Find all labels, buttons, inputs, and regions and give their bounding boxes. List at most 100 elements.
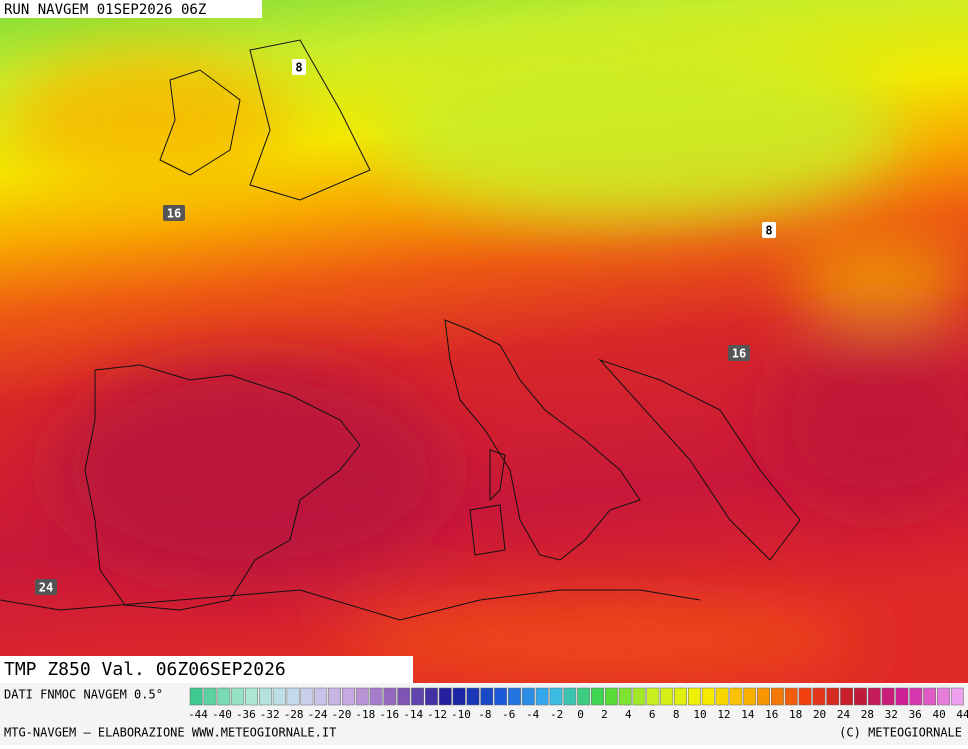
- source-label: DATI FNMOC NAVGEM 0.5°: [4, 688, 163, 702]
- colorbar-label: 4: [625, 708, 632, 721]
- contour-labels: 8 16 8 16 24: [35, 59, 776, 595]
- colorbar-label: -18: [355, 708, 375, 721]
- colorbar-swatch: [300, 687, 314, 706]
- contour-label: 16: [167, 207, 181, 221]
- colorbar-swatch: [466, 687, 480, 706]
- colorbar-swatch: [217, 687, 231, 706]
- colorbar-label: 2: [601, 708, 608, 721]
- colorbar-swatch: [341, 687, 355, 706]
- colorbar-swatch: [757, 687, 770, 706]
- colorbar-label: 36: [909, 708, 922, 721]
- contour-label-box: [292, 59, 306, 75]
- colorbar-swatch: [438, 687, 452, 706]
- colorbar-swatch: [923, 687, 937, 706]
- colorbar-swatch: [452, 687, 466, 706]
- colorbar-swatch: [784, 687, 798, 706]
- colorbar-swatch: [660, 687, 674, 706]
- colorbar-swatch: [950, 687, 964, 706]
- colorbar-swatch: [480, 687, 494, 706]
- colorbar-label: 6: [649, 708, 656, 721]
- colorbar-label: -32: [260, 708, 280, 721]
- colorbar-label: -20: [332, 708, 352, 721]
- footer-left: MTG-NAVGEM — ELABORAZIONE WWW.METEOGIORN…: [4, 726, 336, 740]
- colorbar-label: 18: [789, 708, 802, 721]
- colorbar-swatch: [937, 687, 950, 706]
- colorbar-swatch: [798, 687, 812, 706]
- colorbar-label: -4: [526, 708, 540, 721]
- colorbar-swatch: [577, 687, 591, 706]
- colorbar-swatch: [258, 687, 272, 706]
- colorbar-swatch: [618, 687, 632, 706]
- colorbar-swatch: [771, 687, 784, 706]
- colorbar-swatch: [508, 687, 521, 706]
- colorbar-swatch: [632, 687, 646, 706]
- colorbar-swatch: [245, 687, 258, 706]
- colorbar-swatch: [840, 687, 854, 706]
- colorbar-swatch: [604, 687, 618, 706]
- colorbar-swatch: [189, 687, 203, 706]
- colorbar-label: 16: [765, 708, 778, 721]
- colorbar-label: -44: [188, 708, 208, 721]
- colorbar-swatch: [286, 687, 300, 706]
- colorbar-swatch: [729, 687, 743, 706]
- colorbar: -44 -40 -36 -32 -28 -24 -20 -18 -16 -14 -12 -10 -8 -6…: [188, 687, 968, 721]
- colorbar-swatch: [314, 687, 328, 706]
- product-box: [0, 656, 413, 683]
- colorbar-swatch: [812, 687, 826, 706]
- colorbar-swatch: [895, 687, 909, 706]
- colorbar-label: 40: [932, 708, 945, 721]
- colorbar-swatch: [383, 687, 397, 706]
- contour-label-box: [35, 579, 57, 595]
- colorbar-label: -6: [502, 708, 515, 721]
- colorbar-swatch: [867, 687, 881, 706]
- footer-right: (C) METEOGIORNALE: [839, 726, 962, 740]
- colorbar-swatch: [715, 687, 729, 706]
- colorbar-swatch: [701, 687, 715, 706]
- colorbar-label: 32: [885, 708, 898, 721]
- colorbar-label: -24: [308, 708, 328, 721]
- colorbar-swatch: [369, 687, 383, 706]
- colorbar-swatch: [881, 687, 895, 706]
- colorbar-label: -14: [403, 708, 423, 721]
- colorbar-label: 12: [717, 708, 730, 721]
- colorbar-label: 0: [577, 708, 584, 721]
- contour-label: 16: [732, 347, 746, 361]
- contour-label: 24: [39, 581, 53, 595]
- contour-label-box: [762, 222, 776, 238]
- colorbar-swatch: [743, 687, 757, 706]
- colorbar-swatch: [909, 687, 923, 706]
- colorbar-swatch: [203, 687, 217, 706]
- colorbar-swatch: [549, 687, 563, 706]
- colorbar-swatch: [328, 687, 341, 706]
- colorbar-label: 8: [673, 708, 680, 721]
- contour-label: 8: [295, 61, 302, 75]
- colorbar-swatch: [355, 687, 369, 706]
- colorbar-swatch: [687, 687, 701, 706]
- colorbar-label: -16: [379, 708, 399, 721]
- colorbar-swatch: [425, 687, 438, 706]
- colorbar-swatch: [826, 687, 840, 706]
- colorbar-label: 44: [956, 708, 968, 721]
- colorbar-swatch: [521, 687, 535, 706]
- colorbar-label: 20: [813, 708, 826, 721]
- colorbar-label: 10: [693, 708, 706, 721]
- colorbar-swatch: [646, 687, 660, 706]
- colorbar-swatch: [272, 687, 286, 706]
- product-title: TMP Z850 Val. 06Z06SEP2026: [4, 659, 286, 680]
- colorbar-label: -28: [284, 708, 304, 721]
- contour-label-box: [163, 205, 185, 221]
- colorbar-swatch: [674, 687, 687, 706]
- colorbar-label: -10: [451, 708, 471, 721]
- colorbar-label: 24: [837, 708, 851, 721]
- coastlines: [0, 39, 801, 621]
- colorbar-label: -40: [212, 708, 232, 721]
- colorbar-swatch: [535, 687, 549, 706]
- colorbar-swatch: [231, 687, 245, 706]
- colorbar-label: -12: [427, 708, 447, 721]
- colorbar-label: -2: [550, 708, 563, 721]
- colorbar-swatch: [591, 687, 604, 706]
- contour-label-box: [728, 345, 750, 361]
- contour-label: 8: [765, 224, 772, 238]
- colorbar-swatch: [494, 687, 508, 706]
